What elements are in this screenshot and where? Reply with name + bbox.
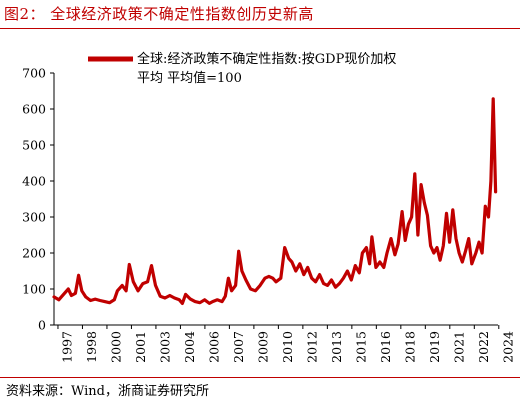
chart-axes: 0 100 200 300 400 500 600 700 1997 1998 2000 2001 20… xyxy=(22,66,515,363)
x-tick-label: 2006 xyxy=(207,331,222,363)
x-tick-label: 2021 xyxy=(451,331,466,363)
x-tick-label: 2024 xyxy=(500,331,515,363)
chart-legend: 全球:经济政策不确定性指数:按GDP现价加权 平均 平均值=100 xyxy=(88,51,396,86)
source-note: 资料来源：Wind，浙商证券研究所 xyxy=(6,384,209,399)
x-tick-label: 2012 xyxy=(304,331,319,363)
chart-series xyxy=(52,97,498,305)
x-tick-label: 2003 xyxy=(158,331,173,363)
x-tick-label: 2019 xyxy=(427,331,442,363)
x-tick-label: 2015 xyxy=(353,331,368,363)
figure-title: 图2： 全球经济政策不确定性指数创历史新高 xyxy=(4,5,314,23)
x-tick-label: 2001 xyxy=(133,331,148,363)
y-tick-label: 500 xyxy=(22,138,46,153)
x-tick-label: 2016 xyxy=(378,331,393,363)
x-tick-label: 1998 xyxy=(84,331,99,363)
y-tick-label: 600 xyxy=(22,102,46,117)
footer-divider xyxy=(0,377,520,378)
x-tick-label: 2009 xyxy=(255,331,270,363)
title-divider xyxy=(0,28,520,29)
x-tick-label: 2022 xyxy=(476,331,491,363)
x-tick-label: 2000 xyxy=(109,331,124,363)
x-tick-label: 2010 xyxy=(280,331,295,363)
y-tick-label: 100 xyxy=(22,282,46,297)
legend-label-line-1: 全球:经济政策不确定性指数:按GDP现价加权 xyxy=(137,51,396,67)
legend-label-line-2: 平均 平均值=100 xyxy=(137,70,242,86)
x-tick-label: 2018 xyxy=(402,331,417,363)
series-line xyxy=(52,97,498,305)
x-tick-label: 1997 xyxy=(60,331,75,363)
y-tick-label: 200 xyxy=(22,246,46,261)
x-tick-label: 2004 xyxy=(182,331,197,363)
x-tick-label: 2013 xyxy=(329,331,344,363)
y-tick-label: 300 xyxy=(22,210,46,225)
y-tick-label: 0 xyxy=(38,318,46,333)
x-tick-label: 2007 xyxy=(231,331,246,363)
y-tick-label: 700 xyxy=(22,66,46,81)
y-tick-label: 400 xyxy=(22,174,46,189)
